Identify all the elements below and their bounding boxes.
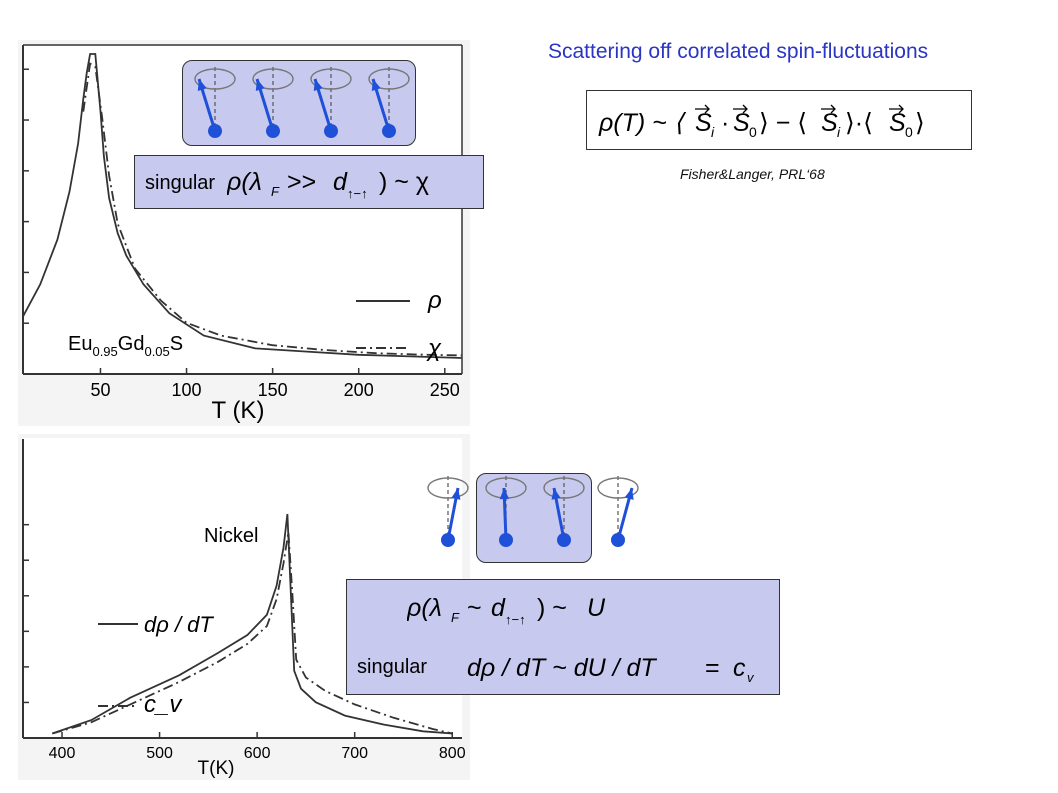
svg-text:dρ / dT ~ dU / dT: dρ / dT ~ dU / dT bbox=[467, 654, 657, 682]
spin-cluster-bottom bbox=[427, 476, 639, 547]
svg-text:S: S bbox=[821, 109, 838, 137]
svg-text:i: i bbox=[711, 124, 715, 140]
x-tick-label: 200 bbox=[344, 380, 374, 400]
svg-text:↑−↑: ↑−↑ bbox=[347, 186, 368, 201]
x-tick-label: 250 bbox=[430, 380, 460, 400]
spin-cone-icon bbox=[194, 67, 236, 138]
legend-label-cv: c_v bbox=[144, 691, 183, 718]
svg-text:v: v bbox=[747, 670, 755, 685]
svg-text:⟩·⟨: ⟩·⟨ bbox=[845, 109, 873, 137]
x-tick-label: 100 bbox=[172, 380, 202, 400]
spin-cone-icon bbox=[368, 67, 410, 138]
x-tick-label: 600 bbox=[244, 745, 271, 762]
x-tick-label: 400 bbox=[49, 745, 76, 762]
svg-text:0: 0 bbox=[749, 124, 757, 140]
formula-correlation-box: ρ(T) ~ ⟨ S i · S 0 ⟩ − ⟨ S i ⟩·⟨ S 0 ⟩ bbox=[586, 90, 972, 150]
svg-text:S: S bbox=[695, 109, 712, 137]
series-line-dashdot bbox=[82, 62, 463, 357]
formula-correlation: ρ(T) ~ ⟨ S i · S 0 ⟩ − ⟨ S i ⟩·⟨ S 0 ⟩ bbox=[598, 104, 925, 140]
series-line-dashdot bbox=[52, 531, 453, 735]
legend-label-drho: dρ / dT bbox=[144, 612, 214, 637]
svg-text:>>: >> bbox=[287, 168, 316, 196]
svg-text:) ~ χ: ) ~ χ bbox=[379, 168, 429, 196]
x-axis-label: T (K) bbox=[212, 397, 265, 424]
legend-label-rho: ρ bbox=[427, 287, 442, 314]
svg-text:i: i bbox=[837, 124, 841, 140]
svg-text:S: S bbox=[733, 109, 750, 137]
series-line-solid bbox=[52, 513, 453, 735]
material-label-nickel: Nickel bbox=[204, 525, 258, 547]
singular-label-bottom: singular bbox=[357, 656, 428, 678]
svg-text:⟩: ⟩ bbox=[915, 109, 925, 137]
x-tick-label: 150 bbox=[258, 380, 288, 400]
x-tick-label: 800 bbox=[439, 745, 466, 762]
slide-title: Scattering off correlated spin-fluctuati… bbox=[548, 40, 929, 63]
singular-label-top: singular bbox=[145, 172, 216, 194]
legend-label-chi: χ bbox=[426, 335, 442, 362]
material-label: Eu0.95Gd0.05S bbox=[68, 333, 183, 359]
svg-text:ρ(T) ~ ⟨: ρ(T) ~ ⟨ bbox=[598, 109, 687, 137]
singular-box-top: singular ρ(λ F >> d ↑−↑ ) ~ χ bbox=[134, 155, 484, 209]
svg-text:F: F bbox=[271, 184, 280, 199]
svg-text:ρ(λ: ρ(λ bbox=[407, 594, 442, 622]
x-tick-label: 500 bbox=[146, 745, 173, 762]
x-tick-label: 700 bbox=[341, 745, 368, 762]
spin-cone-icon bbox=[427, 476, 469, 547]
svg-text:ρ(λ: ρ(λ bbox=[227, 168, 262, 196]
svg-text:d: d bbox=[491, 594, 506, 622]
spin-cone-icon bbox=[252, 67, 294, 138]
svg-text:0: 0 bbox=[905, 124, 913, 140]
svg-text:) ~: ) ~ bbox=[537, 594, 567, 622]
svg-text:d: d bbox=[333, 168, 348, 196]
svg-text:U: U bbox=[587, 594, 606, 622]
singular-box-bottom: ρ(λ F ~ d ↑−↑ ) ~ U singular dρ / dT ~ d… bbox=[346, 579, 780, 695]
svg-text:~: ~ bbox=[467, 594, 482, 622]
spin-cone-icon bbox=[543, 476, 585, 547]
formula-specific-heat: dρ / dT ~ dU / dT = c v bbox=[467, 654, 755, 685]
spin-cone-icon bbox=[597, 476, 639, 547]
svg-text:F: F bbox=[451, 610, 460, 625]
svg-text:c: c bbox=[733, 654, 746, 682]
svg-text:=: = bbox=[705, 654, 720, 682]
series-line-solid bbox=[22, 53, 463, 359]
svg-text:↑−↑: ↑−↑ bbox=[505, 612, 526, 627]
spin-cluster-box bbox=[182, 60, 416, 146]
x-axis-label: T(K) bbox=[198, 758, 235, 779]
formula-resistivity-susceptibility: ρ(λ F >> d ↑−↑ ) ~ χ bbox=[227, 168, 429, 201]
svg-text:·: · bbox=[721, 109, 729, 137]
citation: Fisher&Langer, PRL‘68 bbox=[680, 166, 825, 182]
svg-text:⟩ − ⟨: ⟩ − ⟨ bbox=[759, 109, 807, 137]
spin-cone-icon bbox=[485, 476, 527, 547]
spin-cluster-top bbox=[194, 67, 410, 138]
formula-resistivity-energy: ρ(λ F ~ d ↑−↑ ) ~ U bbox=[407, 594, 606, 627]
spin-cluster-box-bottom bbox=[476, 473, 592, 563]
spin-cone-icon bbox=[310, 67, 352, 138]
svg-text:S: S bbox=[889, 109, 906, 137]
x-tick-label: 50 bbox=[90, 380, 110, 400]
